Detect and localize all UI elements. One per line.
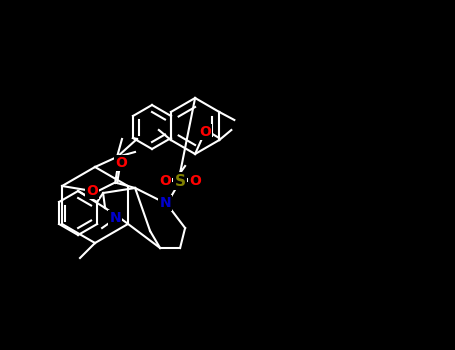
Text: O: O [86,184,98,198]
Text: S: S [175,174,186,189]
Text: O: O [199,125,211,139]
Text: N: N [109,211,121,225]
Text: O: O [115,156,127,170]
Text: O: O [189,174,201,188]
Text: N: N [159,196,171,210]
Text: O: O [159,174,171,188]
